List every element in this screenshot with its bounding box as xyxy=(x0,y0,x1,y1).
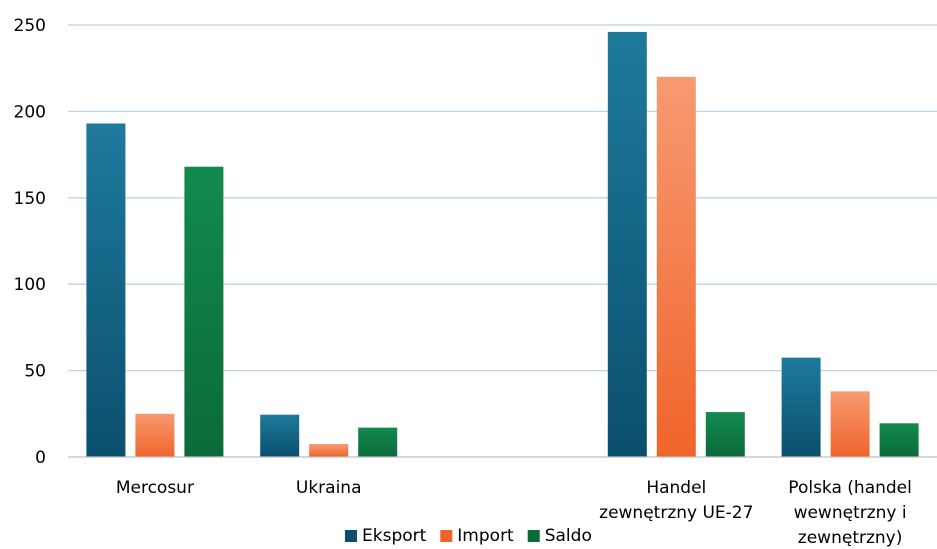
bar-eksport xyxy=(607,31,647,458)
y-tick-label: 250 xyxy=(14,16,46,36)
bar-saldo xyxy=(705,412,745,457)
bar-saldo xyxy=(358,427,398,457)
bars xyxy=(86,31,919,458)
y-tick-label: 200 xyxy=(14,102,46,122)
x-category-label: wewnętrzny i xyxy=(794,503,907,523)
legend-label-eksport: Eksport xyxy=(362,526,427,546)
bar-saldo xyxy=(184,166,224,458)
x-category-label: Mercosur xyxy=(116,478,194,498)
bar-import xyxy=(830,391,870,457)
legend-label-import: Import xyxy=(457,526,514,546)
y-tick-label: 50 xyxy=(24,362,46,382)
x-category-label: Handel xyxy=(646,478,706,498)
bar-import xyxy=(135,413,175,457)
x-category-label: Ukraina xyxy=(296,478,362,498)
legend-swatch-import xyxy=(440,530,453,542)
legend-swatch-eksport xyxy=(345,530,357,542)
bar-eksport xyxy=(86,123,126,457)
x-category-label: Polska (handel xyxy=(788,478,912,498)
y-tick-label: 0 xyxy=(35,448,46,468)
legend-swatch-saldo xyxy=(527,530,540,542)
bar-import xyxy=(656,76,696,457)
legend: Eksport Import Saldo xyxy=(345,526,592,546)
y-tick-label: 100 xyxy=(14,275,46,295)
x-axis: Mercosur Ukraina Handel zewnętrzny UE-27 Pol… xyxy=(68,456,937,548)
y-axis: 0 50 100 150 200 250 xyxy=(14,16,46,468)
legend-label-saldo: Saldo xyxy=(545,526,592,546)
bar-eksport xyxy=(260,414,300,457)
y-tick-label: 150 xyxy=(14,189,46,209)
bar-saldo xyxy=(879,423,919,457)
bar-eksport xyxy=(781,357,821,457)
x-category-label: zewnętrzny UE-27 xyxy=(599,503,753,523)
bar-import xyxy=(309,444,349,457)
x-category-label: zewnętrzny) xyxy=(798,528,903,548)
